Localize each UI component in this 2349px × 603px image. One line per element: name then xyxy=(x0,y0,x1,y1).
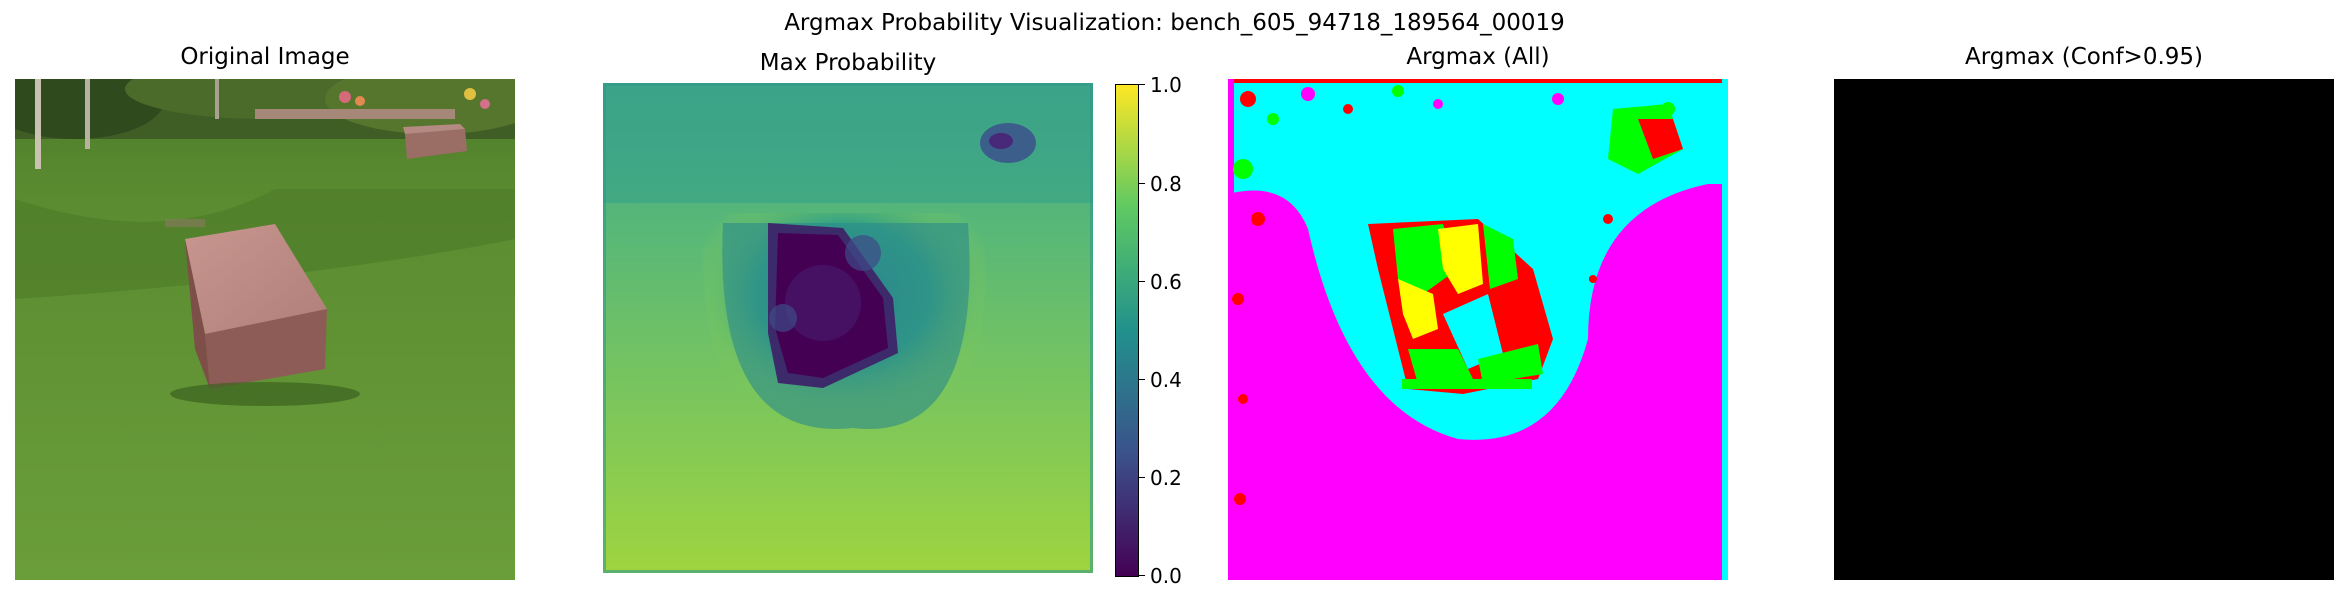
colorbar-tickmark xyxy=(1138,281,1145,282)
colorbar-tick-label: 0.0 xyxy=(1150,564,1182,588)
argmax-all-svg xyxy=(1228,79,1728,580)
panel-title-max-probability: Max Probability xyxy=(759,50,937,76)
argmax-conf-map xyxy=(1834,79,2334,580)
colorbar-tickmark xyxy=(1138,575,1145,576)
colorbar-tickmark xyxy=(1138,84,1145,85)
max-probability-svg xyxy=(603,83,1093,573)
colorbar-tick-label: 0.2 xyxy=(1150,466,1182,490)
panel-title-original: Original Image xyxy=(180,44,350,70)
colorbar-tickmark xyxy=(1138,183,1145,184)
colorbar-tick-label: 0.4 xyxy=(1150,368,1182,392)
colorbar-tickmark xyxy=(1138,477,1145,478)
figure-title: Argmax Probability Visualization: bench_… xyxy=(784,10,1565,36)
original-image xyxy=(15,79,515,580)
argmax-all-map xyxy=(1228,79,1728,580)
panel-title-argmax-all: Argmax (All) xyxy=(1406,44,1550,70)
colorbar xyxy=(1115,84,1139,577)
max-probability-heatmap xyxy=(603,83,1093,573)
colorbar-tickmark xyxy=(1138,379,1145,380)
colorbar-tick-label: 1.0 xyxy=(1150,73,1182,97)
colorbar-tick-label: 0.8 xyxy=(1150,172,1182,196)
original-image-svg xyxy=(15,79,515,580)
panel-title-argmax-conf: Argmax (Conf>0.95) xyxy=(1964,44,2204,70)
colorbar-tick-label: 0.6 xyxy=(1150,270,1182,294)
